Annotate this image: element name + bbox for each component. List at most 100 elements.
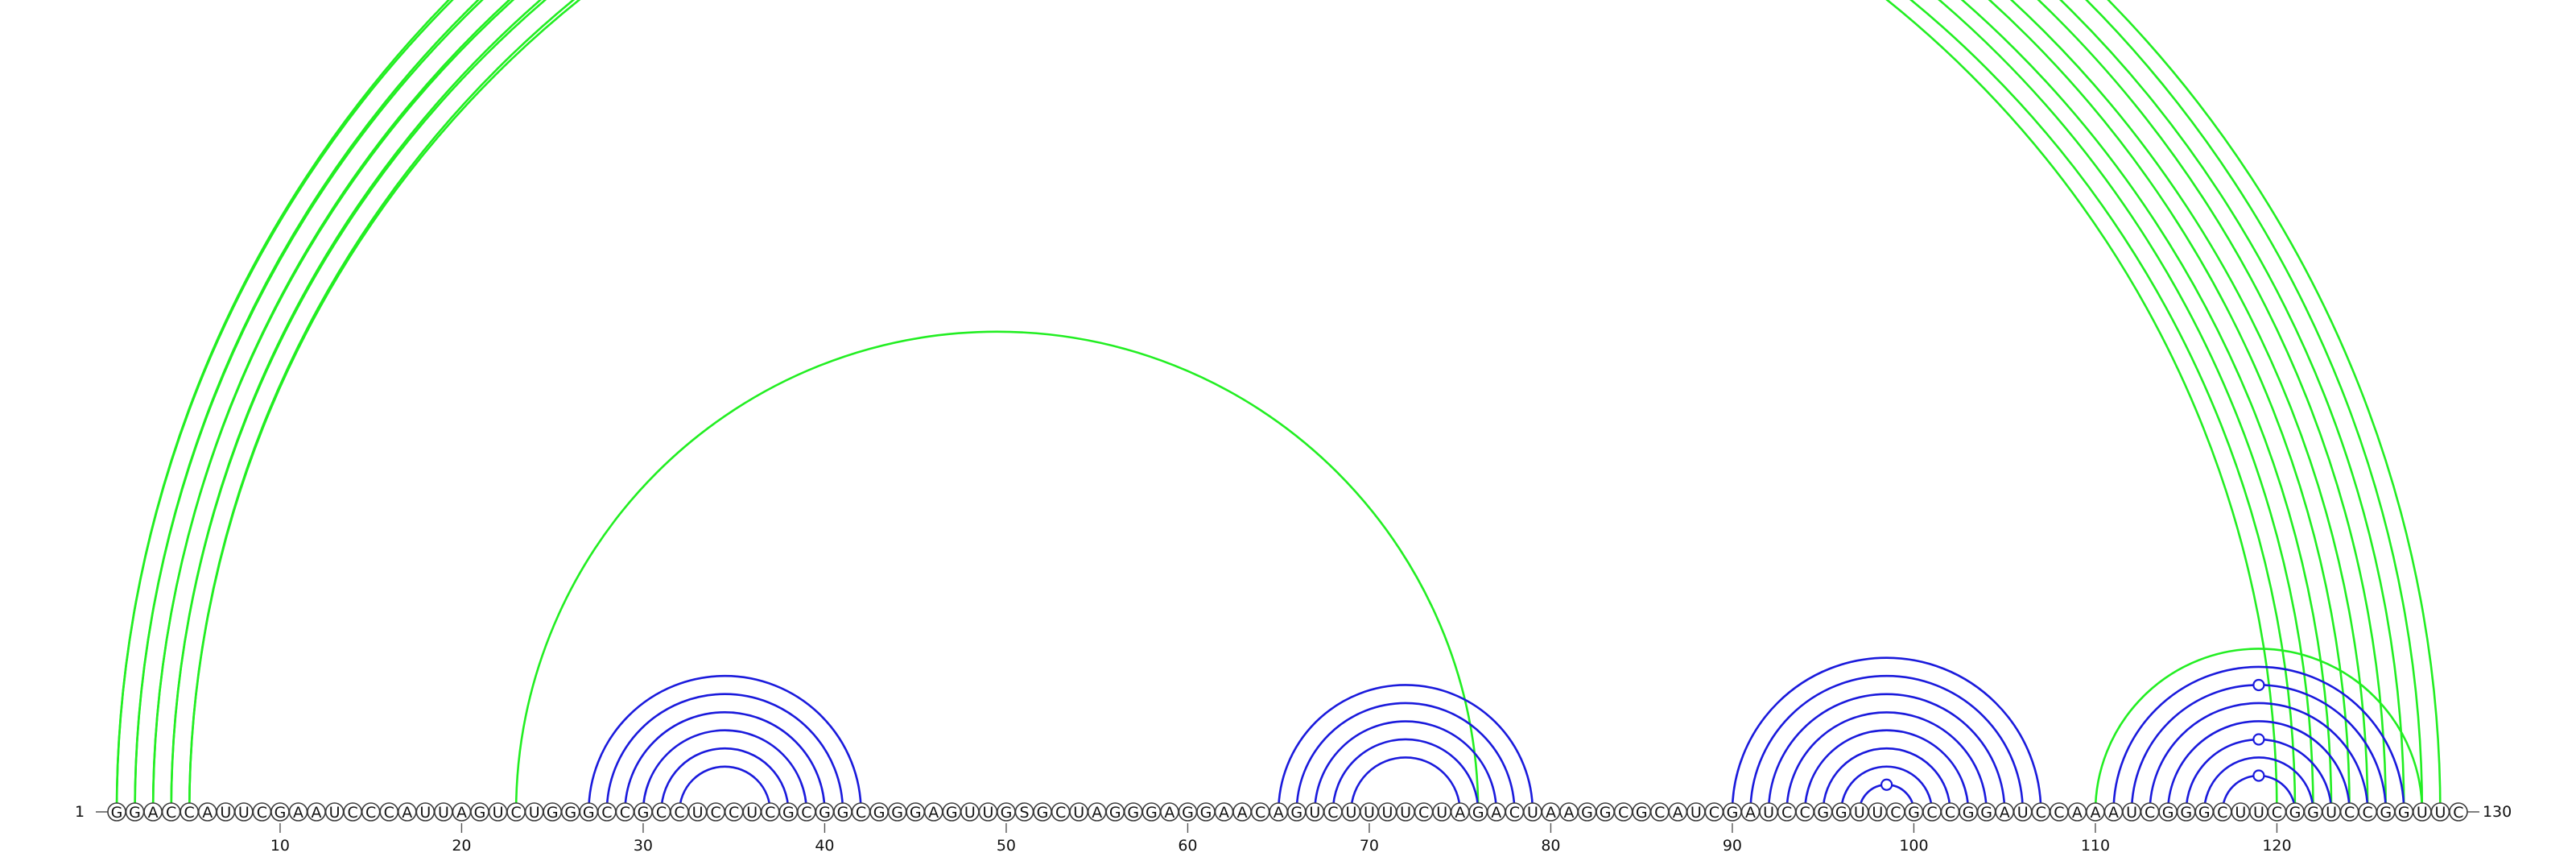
nucleotide: U xyxy=(1396,802,1415,822)
nucleotide: G xyxy=(1124,802,1143,822)
base-pair-arc xyxy=(2149,702,2369,813)
base-pair-arc xyxy=(624,710,826,813)
axis-tick-label: 30 xyxy=(634,837,653,855)
nucleotide-letter: C xyxy=(1509,804,1520,822)
axis-tick-label: 80 xyxy=(1541,837,1560,855)
nucleotide: G xyxy=(778,802,799,822)
nucleotide: C xyxy=(2050,802,2069,822)
nucleotide: G xyxy=(2158,802,2178,822)
nucleotide: C xyxy=(851,802,871,822)
nucleotide-letter: G xyxy=(275,804,287,822)
nucleotide-letter: C xyxy=(348,804,358,822)
nucleotide-letter: A xyxy=(2090,804,2100,822)
nucleotide-letter: U xyxy=(2017,804,2029,822)
axis-tick-label: 100 xyxy=(1899,837,1928,855)
nucleotide-letter: U xyxy=(493,804,504,822)
nucleotide: G xyxy=(869,802,889,822)
nucleotide: C xyxy=(1505,802,1525,822)
nucleotide: U xyxy=(415,802,436,822)
nucleotide: A xyxy=(1559,802,1579,822)
nucleotide: G xyxy=(560,802,580,822)
nucleotide-letter: G xyxy=(474,804,486,822)
nucleotide-letter: A xyxy=(1564,804,1575,822)
nucleotide-letter: G xyxy=(2380,804,2392,822)
nucleotide-letter: A xyxy=(293,804,303,822)
nucleotide: U xyxy=(1341,802,1361,822)
nucleotide-letter: U xyxy=(529,804,540,822)
nucleotide: A xyxy=(397,802,417,822)
nucleotide-letter: G xyxy=(1581,804,1593,822)
base-pair-arc xyxy=(117,0,2422,812)
nucleotide: C xyxy=(724,802,744,822)
arc-apex-marker xyxy=(2252,678,2265,692)
nucleotide-letter: C xyxy=(656,804,667,822)
base-pair-arc xyxy=(660,747,790,813)
nucleotide-letter: C xyxy=(1654,804,1665,822)
nucleotide-letter: C xyxy=(729,804,739,822)
nucleotide: C xyxy=(670,802,689,822)
nucleotide: C xyxy=(1940,802,1960,822)
base-pair-arc xyxy=(188,0,2297,813)
nucleotide: C xyxy=(1704,802,1724,822)
nucleotide: G xyxy=(579,802,599,822)
nucleotide: G xyxy=(1596,802,1615,822)
nucleotide-letter: A xyxy=(312,804,322,822)
nucleotide: A xyxy=(452,802,472,822)
nucleotide: U xyxy=(524,802,544,822)
nucleotide-letter: A xyxy=(1092,804,1102,822)
nucleotide-letter: U xyxy=(2253,804,2264,822)
nucleotide-letter: U xyxy=(1690,804,1702,822)
nucleotide: U xyxy=(2249,802,2268,822)
nucleotide: A xyxy=(1160,802,1179,822)
nucleotide: C xyxy=(1323,802,1343,822)
nucleotide-letter: G xyxy=(1146,804,1158,822)
nucleotide-letter: G xyxy=(837,804,849,822)
nucleotide: G xyxy=(125,802,145,822)
nucleotide-letter: C xyxy=(1926,804,1937,822)
nucleotide: G xyxy=(2376,802,2396,822)
nucleotide: A xyxy=(1995,802,2014,822)
nucleotide: C xyxy=(597,802,617,822)
nucleotide-letter: G xyxy=(1290,804,1302,822)
nucleotide: U xyxy=(2013,802,2033,822)
nucleotide: U xyxy=(742,802,762,822)
nucleotide-letter: U xyxy=(964,804,976,822)
nucleotide-letter: A xyxy=(2108,804,2119,822)
nucleotide-letter: G xyxy=(891,804,903,822)
nucleotide-letter: G xyxy=(1109,804,1121,822)
base-pair-arc xyxy=(2166,720,2351,813)
nucleotide-letter: G xyxy=(1127,804,1139,822)
nucleotide-letter: C xyxy=(1327,804,1338,822)
nucleotide-letter: C xyxy=(384,804,394,822)
base-pair-arc xyxy=(1822,747,1951,813)
nucleotide: C xyxy=(2140,802,2160,822)
nucleotide: G xyxy=(1577,802,1597,822)
nucleotide: A xyxy=(1450,802,1470,822)
nucleotide-letter: G xyxy=(638,804,650,822)
nucleotide: C xyxy=(1051,802,1071,822)
nucleotide: C xyxy=(361,802,381,822)
nucleotide-letter: C xyxy=(674,804,684,822)
nucleotide: G xyxy=(1723,802,1742,822)
nucleotide-letter: U xyxy=(2235,804,2246,822)
axis-tick-label: 40 xyxy=(815,837,834,855)
nucleotide-letter: A xyxy=(1237,804,1248,822)
nucleotide-letter: C xyxy=(2363,804,2373,822)
axis-tick-label: 70 xyxy=(1360,837,1379,855)
nucleotide-letter: G xyxy=(1963,804,1975,822)
base-pair-arc xyxy=(1803,729,1970,813)
start-position-label: 1 xyxy=(75,803,85,821)
nucleotide: C xyxy=(651,802,671,822)
nucleotide: G xyxy=(815,802,835,822)
nucleotide-letter: A xyxy=(1219,804,1229,822)
nucleotide-letter: S xyxy=(1019,804,1029,822)
nucleotide-letter: G xyxy=(1001,804,1013,822)
base-pair-arc xyxy=(135,0,2405,812)
nucleotide-letter: U xyxy=(1345,804,1356,822)
arc-apex-marker xyxy=(2252,769,2265,782)
nucleotide: A xyxy=(1214,802,1234,822)
nucleotide: C xyxy=(2339,802,2359,822)
nucleotide: C xyxy=(1922,802,1942,822)
nucleotide-letter: C xyxy=(510,804,521,822)
nucleotide-letter: G xyxy=(1200,804,1212,822)
